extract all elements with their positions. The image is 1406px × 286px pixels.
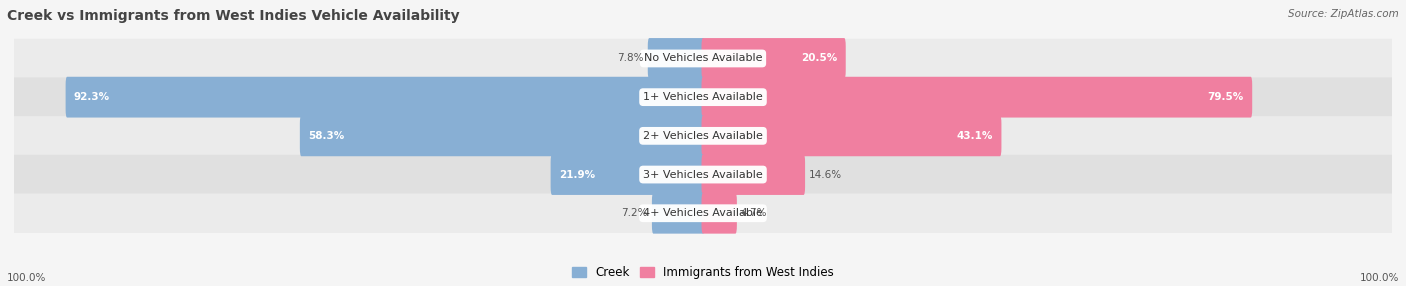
Text: 7.2%: 7.2%	[621, 208, 648, 218]
Text: 2+ Vehicles Available: 2+ Vehicles Available	[643, 131, 763, 141]
Text: 43.1%: 43.1%	[956, 131, 993, 141]
FancyBboxPatch shape	[14, 194, 1392, 233]
Text: 20.5%: 20.5%	[801, 53, 838, 63]
FancyBboxPatch shape	[702, 77, 1253, 118]
Text: No Vehicles Available: No Vehicles Available	[644, 53, 762, 63]
FancyBboxPatch shape	[702, 154, 806, 195]
Text: 21.9%: 21.9%	[560, 170, 595, 180]
FancyBboxPatch shape	[648, 38, 704, 79]
Text: Source: ZipAtlas.com: Source: ZipAtlas.com	[1288, 9, 1399, 19]
FancyBboxPatch shape	[652, 193, 704, 234]
FancyBboxPatch shape	[14, 39, 1392, 78]
Legend: Creek, Immigrants from West Indies: Creek, Immigrants from West Indies	[568, 261, 838, 284]
FancyBboxPatch shape	[299, 116, 704, 156]
Text: 7.8%: 7.8%	[617, 53, 644, 63]
Text: 58.3%: 58.3%	[308, 131, 344, 141]
FancyBboxPatch shape	[14, 155, 1392, 194]
Text: Creek vs Immigrants from West Indies Vehicle Availability: Creek vs Immigrants from West Indies Veh…	[7, 9, 460, 23]
Text: 4.7%: 4.7%	[741, 208, 768, 218]
FancyBboxPatch shape	[14, 78, 1392, 117]
Text: 92.3%: 92.3%	[75, 92, 110, 102]
FancyBboxPatch shape	[66, 77, 704, 118]
Text: 100.0%: 100.0%	[7, 273, 46, 283]
Text: 100.0%: 100.0%	[1360, 273, 1399, 283]
FancyBboxPatch shape	[702, 116, 1001, 156]
Text: 3+ Vehicles Available: 3+ Vehicles Available	[643, 170, 763, 180]
Text: 1+ Vehicles Available: 1+ Vehicles Available	[643, 92, 763, 102]
FancyBboxPatch shape	[551, 154, 704, 195]
Text: 14.6%: 14.6%	[808, 170, 842, 180]
Text: 79.5%: 79.5%	[1208, 92, 1244, 102]
FancyBboxPatch shape	[14, 116, 1392, 156]
FancyBboxPatch shape	[702, 193, 737, 234]
Text: 4+ Vehicles Available: 4+ Vehicles Available	[643, 208, 763, 218]
FancyBboxPatch shape	[702, 38, 846, 79]
